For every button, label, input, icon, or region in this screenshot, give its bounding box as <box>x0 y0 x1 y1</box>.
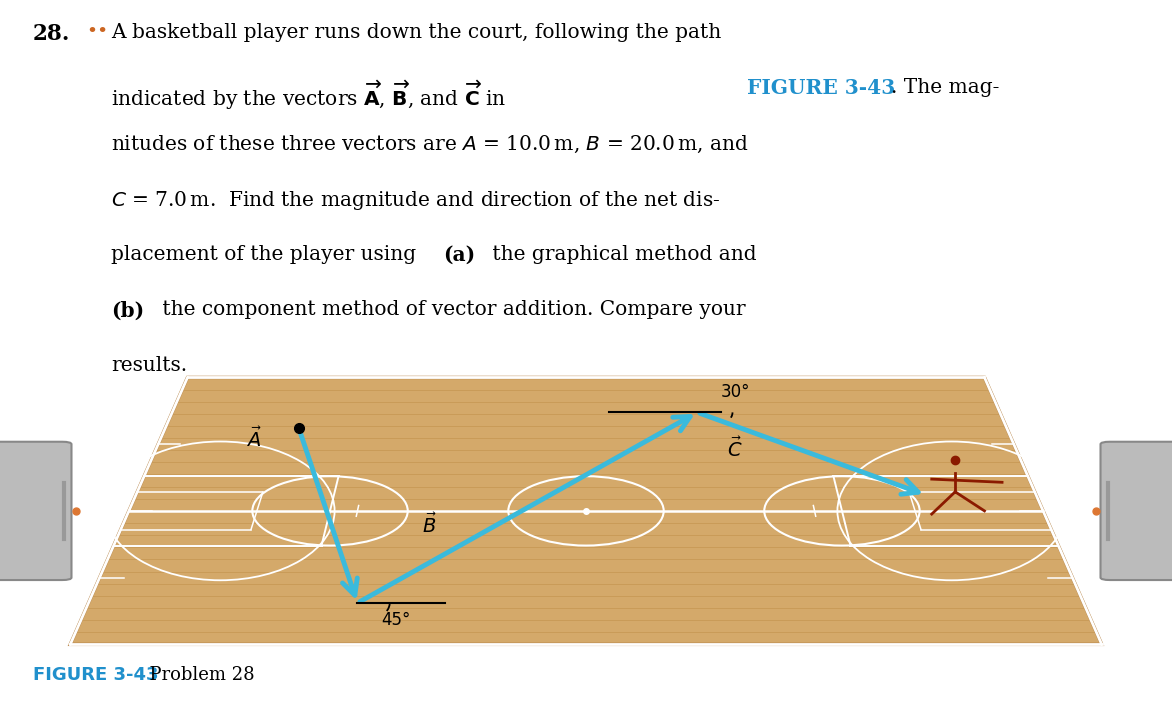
Text: ••: •• <box>87 23 109 41</box>
Text: (a): (a) <box>443 245 475 265</box>
Text: FIGURE 3-43: FIGURE 3-43 <box>33 666 158 684</box>
Text: the graphical method and: the graphical method and <box>486 245 757 264</box>
Text: placement of the player using: placement of the player using <box>111 245 423 264</box>
FancyArrowPatch shape <box>700 414 918 495</box>
Text: 45°: 45° <box>381 612 410 630</box>
Text: nitudes of these three vectors are $A$ = 10.0$\,$m, $B$ = 20.0$\,$m, and: nitudes of these three vectors are $A$ =… <box>111 134 749 155</box>
Text: Problem 28: Problem 28 <box>138 666 255 684</box>
Text: $C$ = 7.0$\,$m.  Find the magnitude and direction of the net dis-: $C$ = 7.0$\,$m. Find the magnitude and d… <box>111 189 721 212</box>
Text: A basketball player runs down the court, following the path: A basketball player runs down the court,… <box>111 23 722 42</box>
Text: indicated by the vectors $\overrightarrow{\mathbf{A}}$, $\overrightarrow{\mathbf: indicated by the vectors $\overrightarro… <box>111 79 507 112</box>
FancyArrowPatch shape <box>300 431 357 595</box>
FancyArrowPatch shape <box>360 417 690 601</box>
Text: FIGURE 3-43: FIGURE 3-43 <box>747 79 894 98</box>
Text: 28.: 28. <box>33 23 70 45</box>
FancyBboxPatch shape <box>1101 442 1172 580</box>
Polygon shape <box>70 378 1102 644</box>
Text: results.: results. <box>111 356 188 375</box>
Text: . The mag-: . The mag- <box>891 79 999 97</box>
FancyBboxPatch shape <box>0 442 71 580</box>
Text: (b): (b) <box>111 300 144 321</box>
Text: $\vec{C}$: $\vec{C}$ <box>727 437 742 461</box>
Text: $\vec{A}$: $\vec{A}$ <box>246 427 263 451</box>
Text: $\vec{B}$: $\vec{B}$ <box>422 513 437 537</box>
Text: the component method of vector addition. Compare your: the component method of vector addition.… <box>156 300 745 319</box>
Text: 30°: 30° <box>721 383 750 401</box>
